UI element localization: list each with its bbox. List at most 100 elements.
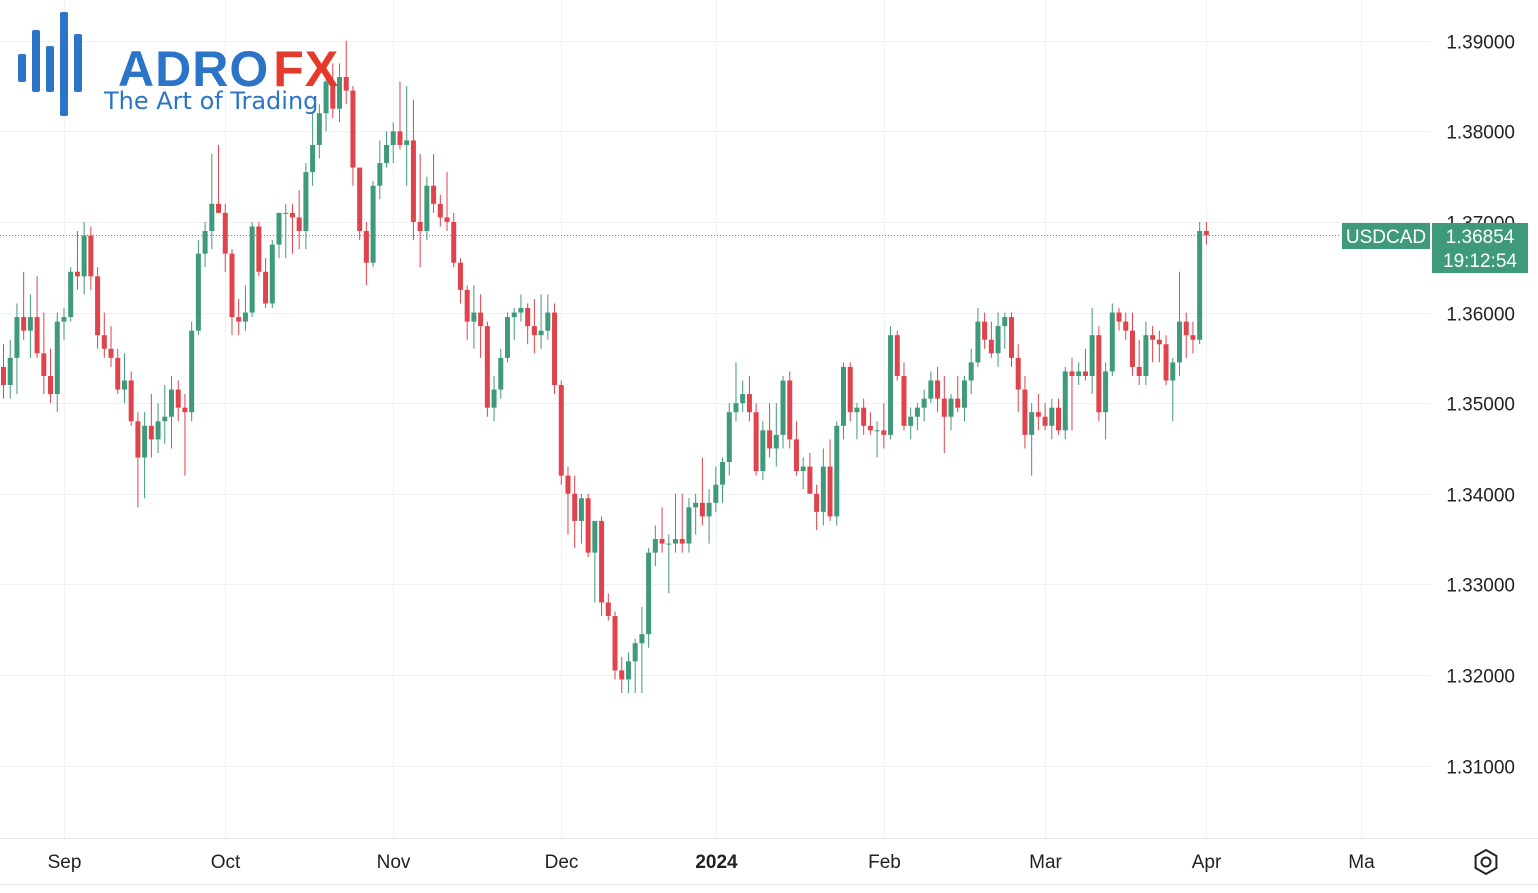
candle-body [195,253,201,331]
candle [948,394,954,431]
candle [975,308,981,367]
candle [914,403,920,431]
x-tick-label: Apr [1192,852,1222,873]
candle-body [1136,366,1142,376]
candle [699,457,705,526]
candle [182,394,188,476]
logo-fx: FX [273,41,340,97]
x-tick-label: Mar [1029,852,1062,873]
candle-body [975,321,981,363]
candle [1076,362,1082,386]
candle-body [565,475,571,494]
candle-body [222,212,228,254]
candle [1163,335,1169,386]
candle-body [914,407,920,417]
candle-body [874,430,880,432]
candle [128,371,134,426]
candle [753,403,759,476]
candle-body [814,493,820,512]
candle [27,294,33,358]
logo-bar-4 [60,12,68,116]
adrofx-logo: ADROFX The Art of Trading [16,12,340,122]
candle-body [330,81,336,109]
candle-body [202,231,208,254]
candle [1109,303,1115,376]
candle [95,267,101,349]
candle [249,221,255,318]
candle-body [612,616,618,671]
candle [209,154,215,250]
candle [142,412,148,499]
candle [21,271,27,340]
candle-body [753,412,759,472]
candle-body [968,362,974,381]
candle-body [679,539,685,544]
candle [14,303,20,395]
candle-body [619,670,625,680]
candle [1123,312,1129,340]
price-axis[interactable]: 1.31000 1.32000 1.33000 1.34000 1.35000 1.360… [1446,33,1515,779]
candle-body [229,253,235,318]
candle-body [256,226,262,272]
candle-body [545,312,551,331]
candle-body [605,602,611,617]
candle-body [578,498,584,521]
candle-body [592,520,598,553]
candle-body [908,416,914,426]
candle-body [1056,407,1062,431]
candle [1,344,6,399]
chart-settings-button[interactable] [1470,846,1502,878]
y-tick-label: 1.35000 [1446,395,1515,416]
candle-body [121,380,127,390]
candle-body [283,212,289,214]
y-tick-label: 1.32000 [1446,667,1515,688]
candle [289,203,295,254]
bar-countdown-label: 19:12:54 [1443,251,1517,272]
candle [767,403,773,458]
candle [565,466,571,535]
candle-body [511,312,517,318]
candle [619,656,625,694]
candle-body [693,502,699,508]
candle [733,362,739,422]
candle-body [1123,321,1129,331]
candle [41,312,47,395]
candle-body [639,634,645,644]
candle-body [1103,371,1109,413]
candle [390,122,396,164]
candle [531,298,537,354]
candle [632,638,638,694]
candle-body [820,466,826,512]
candle-body [921,398,927,408]
candle [686,498,692,553]
candle-body [182,407,188,413]
candle [1183,312,1189,358]
candle [1056,398,1062,435]
candle-body [746,394,752,413]
candle [706,489,712,544]
candle [1103,362,1109,440]
candle [1136,339,1142,386]
candle-body [505,317,510,358]
candle [1022,375,1028,449]
candle-body [269,244,275,304]
x-tick-label: Ma [1348,852,1375,873]
candle-body [68,271,74,318]
candle-body [1009,317,1014,358]
candle [679,493,685,553]
candle-body [935,380,941,399]
candle [1197,221,1203,345]
candle [746,375,752,422]
candle [720,457,726,503]
candle-body [289,212,295,218]
candle [787,371,793,449]
candle [834,421,840,526]
last-price-label: 1.36854 [1446,227,1515,248]
candle-body [982,321,988,340]
time-axis[interactable]: Sep Oct Nov Dec 2024 Feb Mar Apr Ma [0,838,1538,885]
candle-body [888,335,894,435]
candle [713,466,719,512]
candle [545,294,551,340]
